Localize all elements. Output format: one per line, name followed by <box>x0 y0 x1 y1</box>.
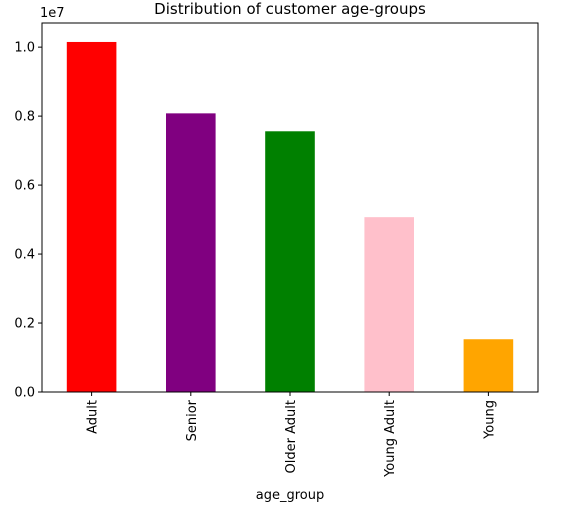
y-tick-label: 1.0 <box>14 41 35 56</box>
x-tick-label: Older Adult <box>284 400 299 473</box>
x-axis-ticks: Adult Senior Older Adult Young Adult Young <box>86 392 497 478</box>
y-tick-label: 0.2 <box>14 317 35 332</box>
x-tick-label: Adult <box>86 400 101 434</box>
y-axis-ticks: 0.0 0.2 0.4 0.6 0.8 1.0 <box>14 41 42 401</box>
bar-senior <box>166 113 216 392</box>
y-tick-label: 0.0 <box>14 386 35 401</box>
x-tick-label: Young Adult <box>383 400 398 478</box>
bar-young <box>463 339 514 392</box>
y-tick-label: 0.8 <box>14 110 35 125</box>
x-tick-label: Young <box>482 400 497 440</box>
y-tick-label: 0.4 <box>14 248 35 263</box>
bar-young-adult <box>364 217 414 392</box>
chart-title: Distribution of customer age-groups <box>154 0 426 18</box>
bars-group <box>66 41 514 393</box>
y-tick-label: 0.6 <box>14 179 35 194</box>
bar-older-adult <box>265 131 315 392</box>
x-tick-label: Senior <box>185 399 200 441</box>
x-axis-label: age_group <box>256 488 324 503</box>
bar-adult <box>66 41 117 393</box>
y-axis-offset-label: 1e7 <box>40 6 65 21</box>
plot-area-frame <box>41 22 539 393</box>
